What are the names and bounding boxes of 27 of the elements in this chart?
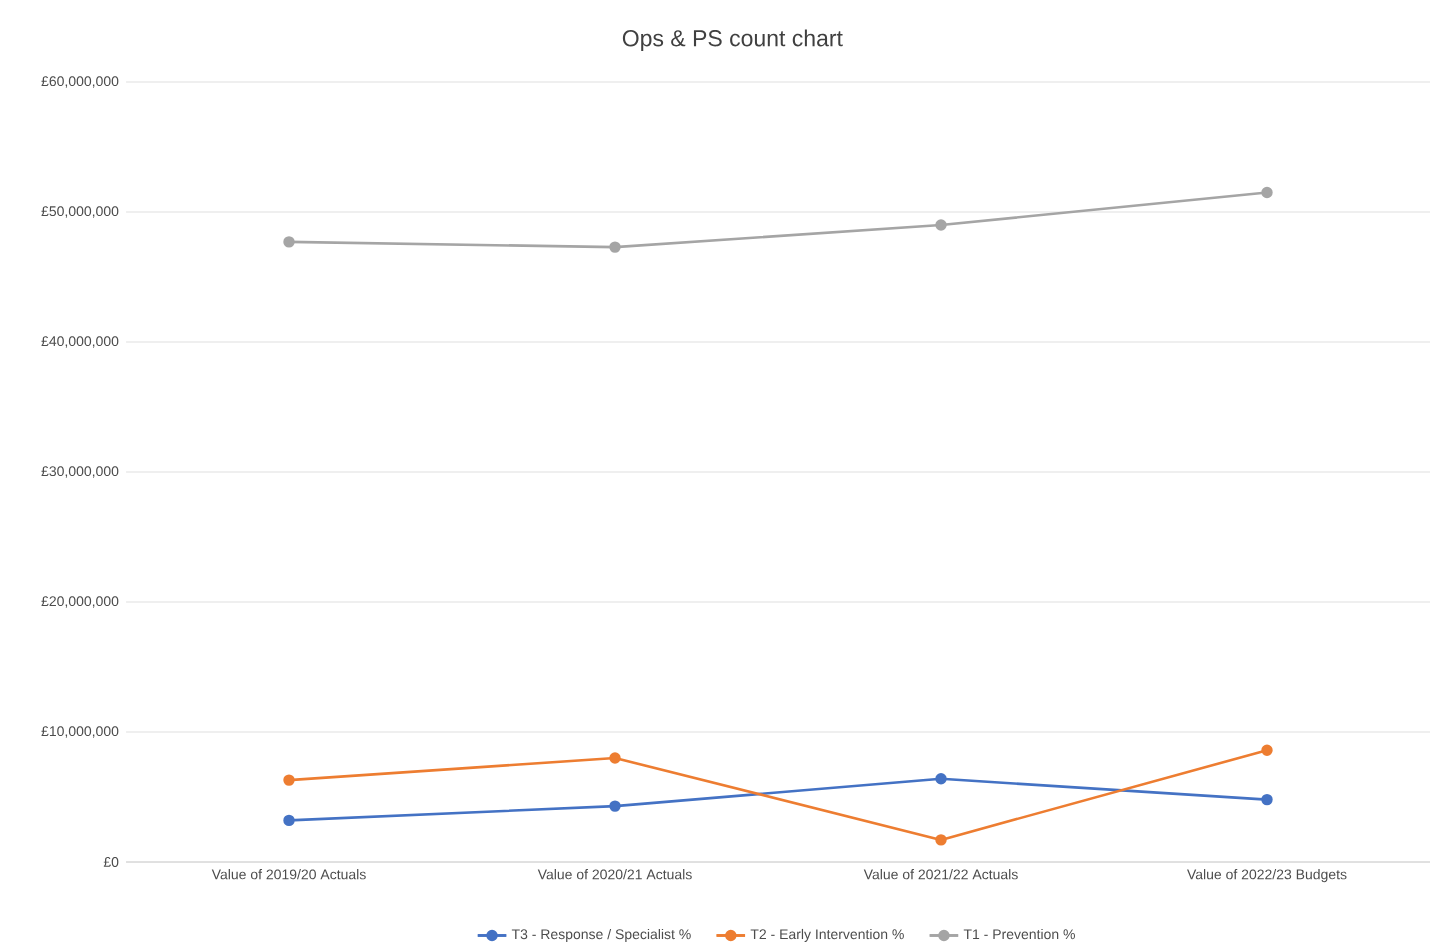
y-tick-label: £0 <box>103 857 119 867</box>
point <box>609 752 621 764</box>
point <box>935 834 947 846</box>
legend-label: T2 - Early Intervention % <box>750 928 904 942</box>
legend-label: T3 - Response / Specialist % <box>511 928 691 942</box>
y-tick-label: £30,000,000 <box>41 466 119 478</box>
y-tick-label: £10,000,000 <box>41 726 119 738</box>
y-tick-label: £60,000,000 <box>41 76 119 88</box>
x-tick-label: Value of 2019/20 Actuals <box>211 869 366 880</box>
point <box>1261 186 1273 199</box>
point <box>609 800 621 812</box>
point <box>935 773 947 785</box>
chart-title: Ops & PS count chart <box>622 29 843 51</box>
x-tick-label: Value of 2021/22 Actuals <box>863 869 1018 880</box>
point <box>283 774 295 786</box>
legend-label: T1 - Prevention % <box>963 928 1075 940</box>
x-tick-label: Value of 2020/21 Actuals <box>537 869 692 880</box>
point <box>609 241 621 253</box>
point <box>1261 744 1273 756</box>
y-tick-label: £40,000,000 <box>41 336 119 348</box>
point <box>1261 793 1273 806</box>
y-tick-label: £20,000,000 <box>41 596 119 608</box>
point <box>283 236 295 248</box>
point <box>283 814 295 827</box>
point <box>935 219 947 231</box>
y-tick-label: £50,000,000 <box>41 206 119 218</box>
x-tick-label: Value of 2022/23 Budgets <box>1187 869 1347 883</box>
